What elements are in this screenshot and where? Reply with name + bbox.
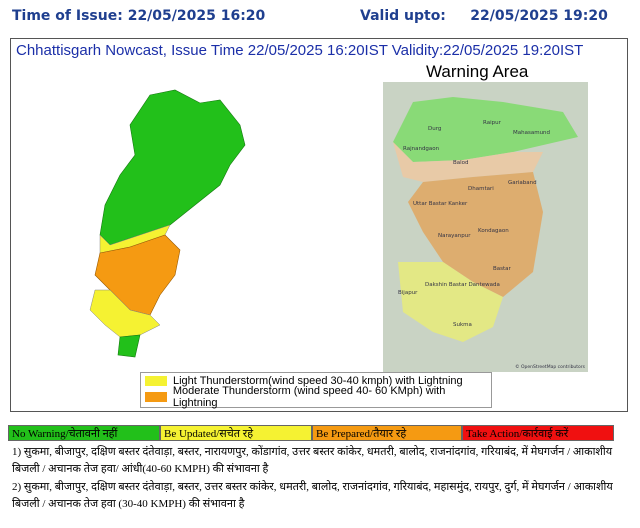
legend-swatch	[145, 376, 167, 386]
legend: Light Thunderstorm(wind speed 30-40 kmph…	[140, 372, 492, 409]
place-label: Rajnandgaon	[403, 146, 440, 152]
place-label: Sukma	[453, 322, 472, 328]
legend-label: Light Thunderstorm(wind speed 30-40 kmph…	[173, 375, 463, 387]
legend-swatch	[145, 392, 167, 402]
place-label: Uttar Bastar Kanker	[413, 201, 468, 207]
level-red: Take Action/कार्रवाई करें	[462, 425, 614, 441]
legend-label: Moderate Thunderstorm (wind speed 40- 60…	[172, 385, 446, 409]
level-yellow: Be Updated/सचेत रहे	[160, 425, 312, 441]
title: Chhattisgarh Nowcast, Issue Time 22/05/2…	[16, 42, 584, 59]
legend-item: Moderate Thunderstorm (wind speed 40- 60…	[141, 385, 491, 409]
place-label: Durg	[428, 126, 441, 132]
place-label: Bastar	[493, 266, 512, 272]
place-label: Narayanpur	[438, 233, 471, 239]
district-map	[89, 89, 246, 358]
place-label: Gariaband	[508, 180, 537, 186]
place-label: © OpenStreetMap contributors	[515, 363, 586, 370]
valid-upto: Valid upto: 22/05/2025 19:20	[360, 8, 608, 24]
level-green: No Warning/चेतावनी नहीं	[8, 425, 160, 441]
place-label: Kondagaon	[478, 228, 509, 234]
issue-time: Time of Issue: 22/05/2025 16:20	[12, 8, 266, 24]
warning-map-title: Warning Area	[426, 62, 529, 81]
place-label: Dakshin Bastar Dantewada	[425, 282, 500, 288]
warning-map: Durg Raipur Mahasamund Rajnandgaon Balod Dham…	[383, 82, 588, 372]
place-label: Mahasamund	[513, 130, 550, 136]
place-label: Balod	[453, 160, 469, 166]
place-label: Bijapur	[398, 290, 418, 296]
legend-item: Light Thunderstorm(wind speed 30-40 kmph…	[141, 373, 491, 389]
place-label: Dhamtari	[468, 186, 494, 192]
note: 2) सुकमा, बीजापुर, दक्षिण बस्तर दंतेवाड़…	[12, 481, 613, 510]
level-orange: Be Prepared/तैयार रहे	[312, 425, 462, 441]
note: 1) सुकमा, बीजापुर, दक्षिण बस्तर दंतेवाड़…	[12, 446, 613, 475]
place-label: Raipur	[483, 120, 502, 126]
frame	[10, 38, 628, 412]
